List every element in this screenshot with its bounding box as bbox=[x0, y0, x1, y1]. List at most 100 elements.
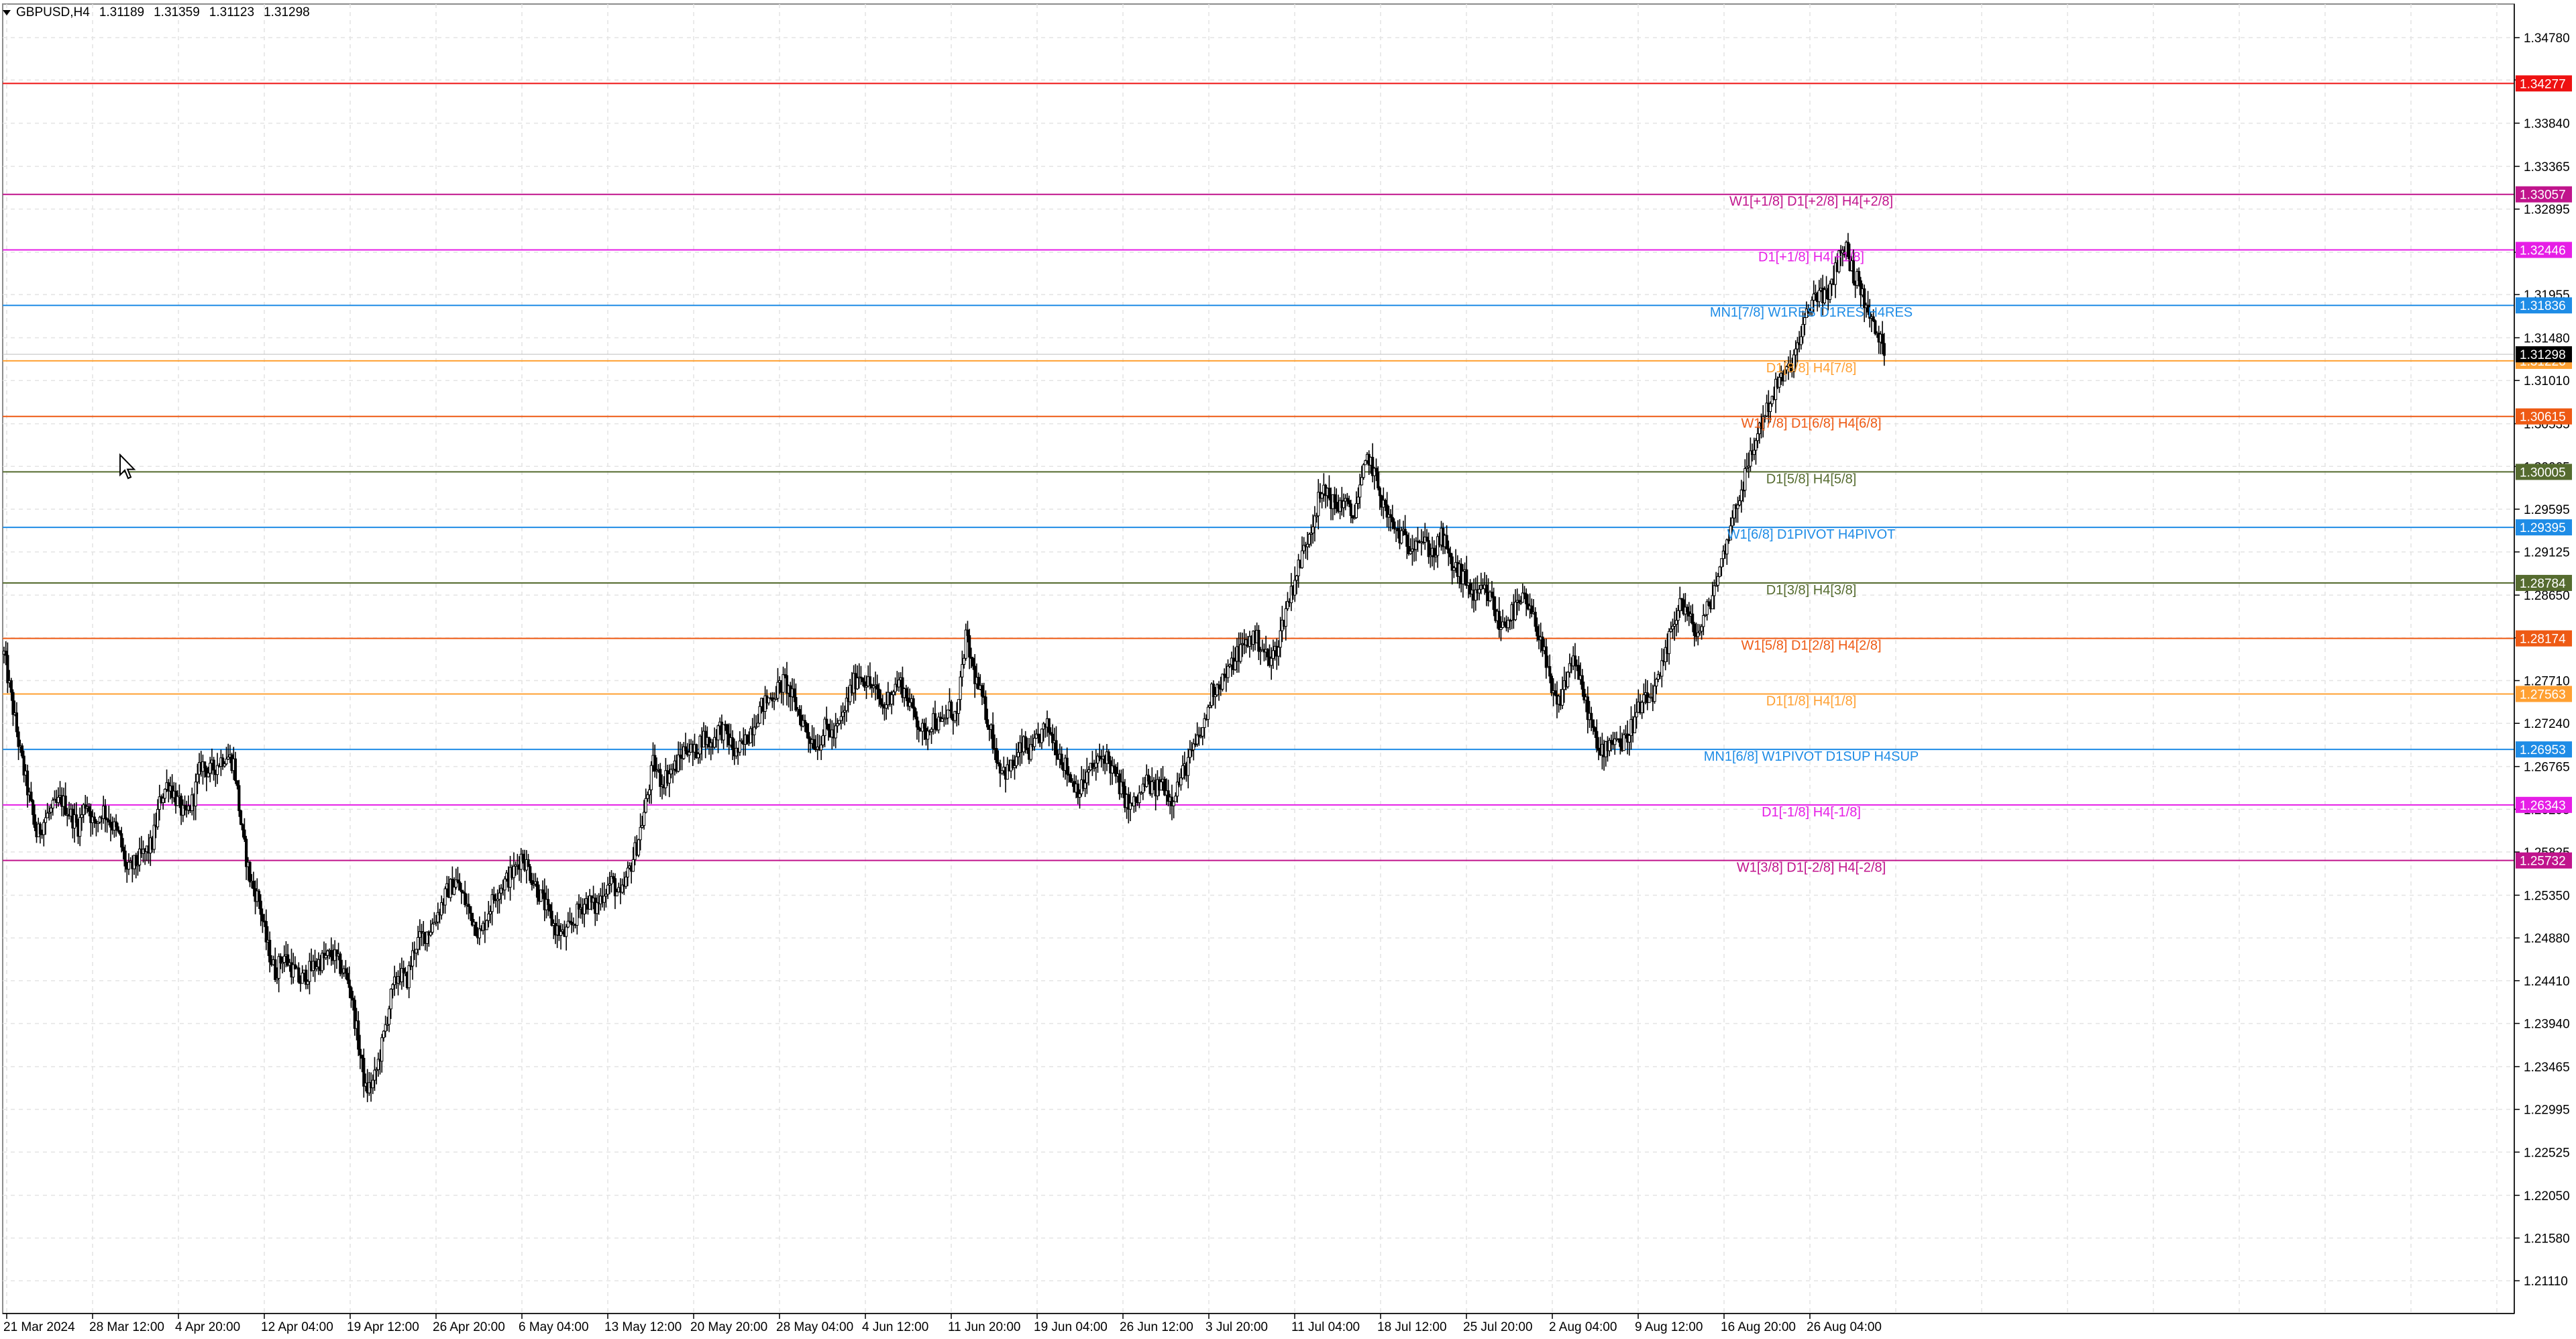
candle-body bbox=[758, 706, 761, 724]
level-price-tag: 1.30615 bbox=[2520, 411, 2566, 425]
candle-body bbox=[881, 704, 884, 707]
candle-body bbox=[1091, 763, 1094, 768]
candle-body bbox=[277, 956, 280, 979]
candle-body bbox=[1788, 363, 1792, 366]
candle-body bbox=[1266, 649, 1269, 657]
candle-body bbox=[1490, 592, 1494, 597]
candle-body bbox=[1362, 464, 1365, 478]
candle-body bbox=[1560, 689, 1564, 706]
candle-body bbox=[1507, 619, 1510, 629]
candle-body bbox=[407, 965, 411, 988]
candle-body bbox=[785, 675, 789, 694]
candle-body bbox=[968, 635, 971, 658]
candle-body bbox=[659, 769, 662, 787]
candle-body bbox=[1796, 342, 1799, 350]
level-price-tag-bg bbox=[2516, 741, 2572, 758]
candle-body bbox=[570, 922, 574, 926]
candle-body bbox=[326, 950, 329, 956]
candle-body bbox=[116, 826, 119, 831]
candle-body bbox=[550, 910, 553, 926]
candle-body bbox=[753, 727, 756, 735]
candle-body bbox=[904, 688, 908, 698]
high-value: 1.31359 bbox=[154, 5, 200, 19]
candle-body bbox=[121, 847, 125, 852]
candle-body bbox=[1693, 623, 1696, 636]
candle-body bbox=[293, 964, 297, 969]
candle-body bbox=[1346, 498, 1349, 501]
candle-body bbox=[576, 904, 579, 926]
candle-body bbox=[1026, 747, 1029, 751]
candle-body bbox=[156, 809, 160, 828]
candle-body bbox=[1521, 592, 1524, 603]
candle-body bbox=[568, 920, 572, 923]
candle-body bbox=[118, 830, 121, 835]
symbol-info-bar[interactable]: GBPUSD,H4 1.31189 1.31359 1.31123 1.3129… bbox=[3, 3, 310, 23]
candle-body bbox=[535, 881, 539, 898]
close-value: 1.31298 bbox=[264, 5, 310, 19]
candle-body bbox=[456, 879, 460, 882]
y-tick-label: 1.29595 bbox=[2524, 503, 2570, 517]
level-price-tag-bg bbox=[2516, 574, 2572, 591]
candle-body bbox=[1257, 630, 1260, 652]
candle-body bbox=[595, 902, 599, 914]
candle-body bbox=[1302, 545, 1305, 551]
candle-body bbox=[1548, 665, 1552, 677]
candle-body bbox=[825, 718, 828, 725]
level-price-tag-bg bbox=[2516, 796, 2572, 813]
candle-body bbox=[105, 818, 109, 820]
candle-body bbox=[1525, 593, 1528, 604]
candle-body bbox=[731, 737, 735, 751]
x-tick-label: 28 May 04:00 bbox=[776, 1320, 853, 1334]
candle-body bbox=[995, 748, 998, 763]
candle-body bbox=[1024, 736, 1027, 749]
level-price-tag-bg bbox=[2516, 297, 2572, 314]
candle-body bbox=[984, 696, 987, 720]
y-tick-label: 1.32895 bbox=[2524, 203, 2570, 217]
candle-body bbox=[602, 896, 606, 903]
candle-body bbox=[821, 735, 824, 745]
triangle-down-icon[interactable] bbox=[3, 10, 11, 15]
candle-body bbox=[803, 720, 806, 725]
candle-body bbox=[375, 1069, 378, 1071]
x-tick-label: 9 Aug 12:00 bbox=[1635, 1320, 1703, 1334]
candle-body bbox=[1536, 626, 1539, 637]
candle-body bbox=[1698, 631, 1702, 633]
candle-body bbox=[894, 684, 897, 692]
candle-body bbox=[158, 796, 161, 810]
candle-body bbox=[1307, 533, 1311, 545]
candle-body bbox=[306, 981, 309, 985]
candle-body bbox=[877, 688, 881, 699]
candle-body bbox=[400, 968, 403, 983]
candle-body bbox=[1385, 504, 1389, 518]
candle-body bbox=[4, 651, 7, 656]
candle-body bbox=[1055, 740, 1058, 755]
candle-body bbox=[109, 821, 113, 828]
candle-body bbox=[339, 953, 342, 974]
candle-body bbox=[1705, 601, 1709, 615]
candle-body bbox=[1092, 767, 1096, 769]
candle-body bbox=[961, 663, 964, 678]
candle-body bbox=[1461, 571, 1464, 584]
candle-body bbox=[812, 739, 816, 749]
candle-body bbox=[22, 755, 25, 775]
candle-body bbox=[376, 1059, 380, 1070]
candle-body bbox=[350, 987, 353, 999]
candle-body bbox=[1550, 676, 1554, 694]
candle-body bbox=[488, 911, 492, 914]
candle-body bbox=[1593, 727, 1597, 732]
candle-body bbox=[1201, 727, 1204, 737]
candle-body bbox=[1664, 647, 1667, 662]
candle-body bbox=[1801, 324, 1805, 337]
candle-body bbox=[998, 763, 1002, 774]
candle-body bbox=[1530, 605, 1534, 614]
candle-body bbox=[1434, 555, 1438, 557]
candle-body bbox=[417, 936, 420, 950]
candle-body bbox=[969, 657, 973, 659]
candle-body bbox=[233, 758, 237, 782]
candle-body bbox=[243, 829, 246, 840]
candle-body bbox=[1503, 621, 1506, 626]
candle-body bbox=[352, 998, 355, 1001]
candle-body bbox=[792, 688, 796, 698]
